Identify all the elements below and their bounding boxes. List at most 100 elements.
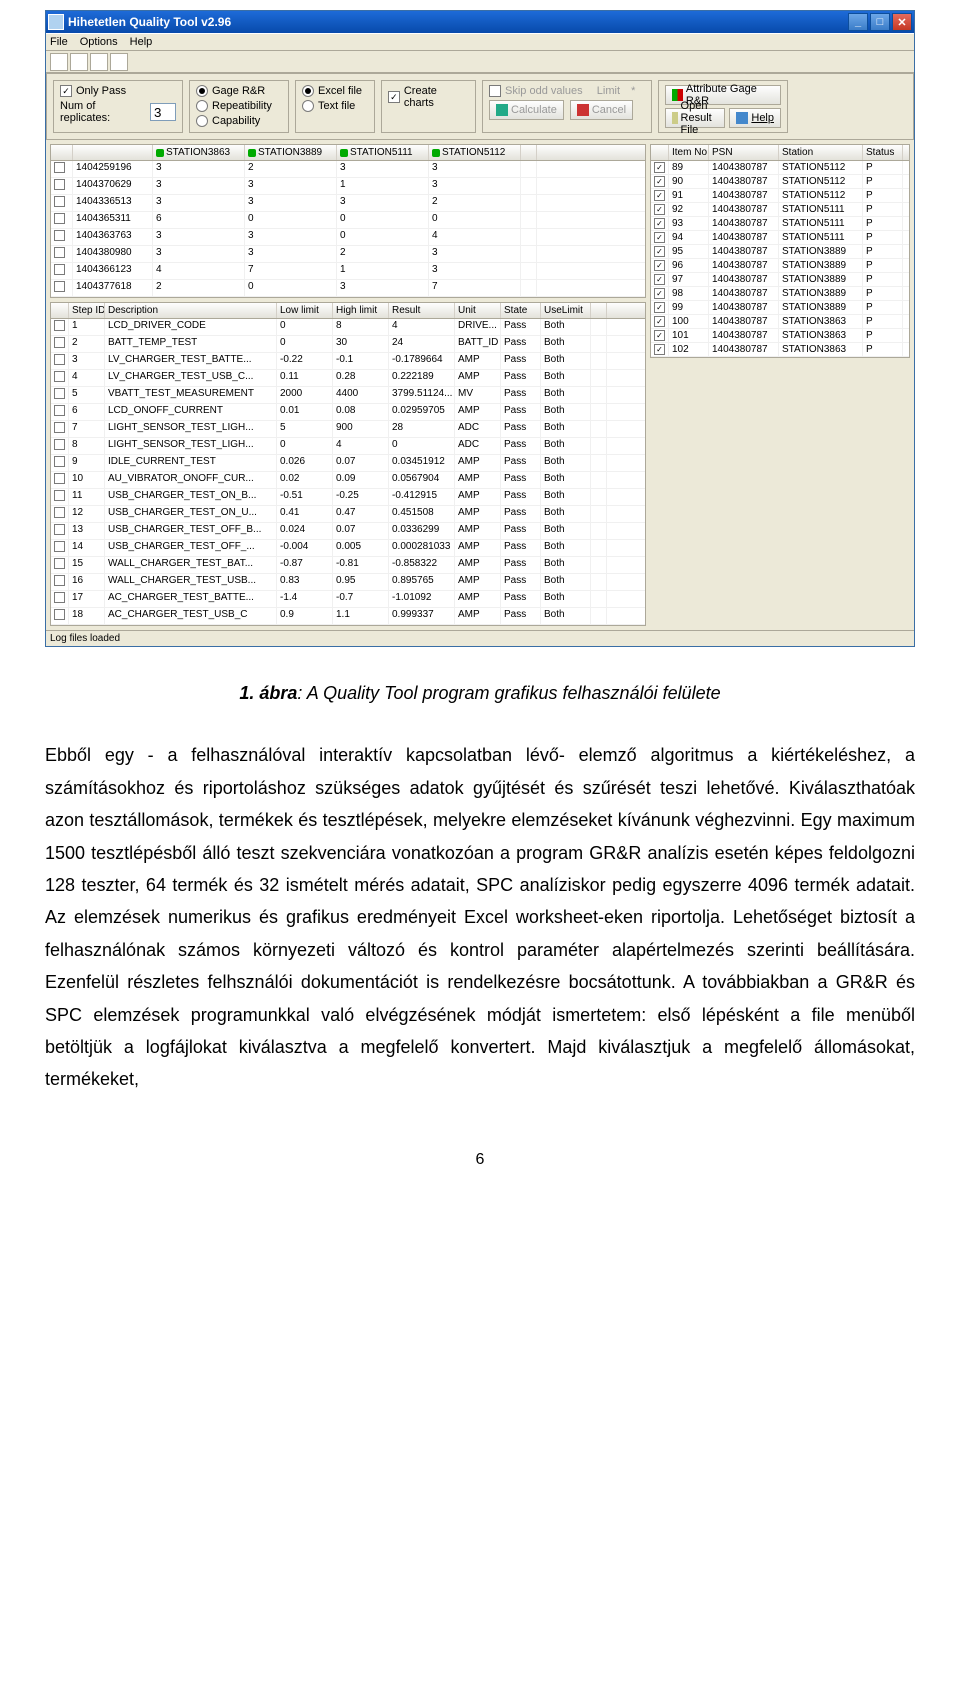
row-checkbox[interactable] xyxy=(54,162,65,173)
col-station[interactable]: Station xyxy=(779,145,863,160)
create-charts-checkbox[interactable]: ✓ xyxy=(388,91,400,103)
col-highlimit[interactable]: High limit xyxy=(333,303,389,318)
col-station3863[interactable]: STATION3863 xyxy=(166,147,230,158)
row-checkbox[interactable] xyxy=(654,246,665,257)
table-row[interactable]: 18 AC_CHARGER_TEST_USB_C 0.9 1.1 0.99933… xyxy=(51,608,645,625)
row-checkbox[interactable] xyxy=(54,541,65,552)
table-row[interactable]: 97 1404380787 STATION3889 P xyxy=(651,273,909,287)
row-checkbox[interactable] xyxy=(54,524,65,535)
table-row[interactable]: 98 1404380787 STATION3889 P xyxy=(651,287,909,301)
col-station5112[interactable]: STATION5112 xyxy=(442,147,505,158)
table-row[interactable]: 13 USB_CHARGER_TEST_OFF_B... 0.024 0.07 … xyxy=(51,523,645,540)
row-checkbox[interactable] xyxy=(54,320,65,331)
cancel-button[interactable]: Cancel xyxy=(570,100,633,120)
close-button[interactable]: ✕ xyxy=(892,13,912,31)
calculate-button[interactable]: Calculate xyxy=(489,100,564,120)
num-repl-input[interactable] xyxy=(150,103,176,121)
table-row[interactable]: 1404365311 6 0 0 0 xyxy=(51,212,645,229)
row-checkbox[interactable] xyxy=(54,179,65,190)
col-status[interactable]: Status xyxy=(863,145,903,160)
open-result-button[interactable]: Open Result File xyxy=(665,108,725,128)
row-checkbox[interactable] xyxy=(654,316,665,327)
table-row[interactable]: 1404370629 3 3 1 3 xyxy=(51,178,645,195)
col-stepid[interactable]: Step ID xyxy=(69,303,105,318)
row-checkbox[interactable] xyxy=(54,213,65,224)
col-itemno[interactable]: Item No xyxy=(669,145,709,160)
col-psn[interactable]: PSN xyxy=(709,145,779,160)
help-button[interactable]: Help xyxy=(729,108,781,128)
row-checkbox[interactable] xyxy=(654,260,665,271)
row-checkbox[interactable] xyxy=(654,344,665,355)
minimize-button[interactable]: _ xyxy=(848,13,868,31)
col-lowlimit[interactable]: Low limit xyxy=(277,303,333,318)
col-unit[interactable]: Unit xyxy=(455,303,501,318)
col-station5111[interactable]: STATION5111 xyxy=(350,147,413,158)
only-pass-checkbox[interactable]: ✓ xyxy=(60,85,72,97)
table-row[interactable]: 1404366123 4 7 1 3 xyxy=(51,263,645,280)
table-row[interactable]: 6 LCD_ONOFF_CURRENT 0.01 0.08 0.02959705… xyxy=(51,404,645,421)
row-checkbox[interactable] xyxy=(654,162,665,173)
menu-help[interactable]: Help xyxy=(130,36,153,48)
table-row[interactable]: 1 LCD_DRIVER_CODE 0 8 4 DRIVE... Pass Bo… xyxy=(51,319,645,336)
row-checkbox[interactable] xyxy=(654,302,665,313)
table-row[interactable]: 90 1404380787 STATION5112 P xyxy=(651,175,909,189)
radio-text[interactable] xyxy=(302,100,314,112)
toolbar-icon-1[interactable] xyxy=(50,53,68,71)
row-checkbox[interactable] xyxy=(54,507,65,518)
row-checkbox[interactable] xyxy=(54,405,65,416)
table-row[interactable]: 16 WALL_CHARGER_TEST_USB... 0.83 0.95 0.… xyxy=(51,574,645,591)
table-row[interactable]: 2 BATT_TEMP_TEST 0 30 24 BATT_ID Pass Bo… xyxy=(51,336,645,353)
row-checkbox[interactable] xyxy=(654,204,665,215)
radio-gage[interactable] xyxy=(196,85,208,97)
table-row[interactable]: 94 1404380787 STATION5111 P xyxy=(651,231,909,245)
row-checkbox[interactable] xyxy=(54,592,65,603)
row-checkbox[interactable] xyxy=(654,176,665,187)
col-uselimit[interactable]: UseLimit xyxy=(541,303,591,318)
table-row[interactable]: 17 AC_CHARGER_TEST_BATTE... -1.4 -0.7 -1… xyxy=(51,591,645,608)
row-checkbox[interactable] xyxy=(54,490,65,501)
maximize-button[interactable]: □ xyxy=(870,13,890,31)
table-row[interactable]: 95 1404380787 STATION3889 P xyxy=(651,245,909,259)
row-checkbox[interactable] xyxy=(54,609,65,620)
row-checkbox[interactable] xyxy=(54,422,65,433)
table-row[interactable]: 12 USB_CHARGER_TEST_ON_U... 0.41 0.47 0.… xyxy=(51,506,645,523)
row-checkbox[interactable] xyxy=(54,388,65,399)
table-row[interactable]: 1404336513 3 3 3 2 xyxy=(51,195,645,212)
row-checkbox[interactable] xyxy=(54,575,65,586)
titlebar[interactable]: Hihetetlen Quality Tool v2.96 _ □ ✕ xyxy=(46,11,914,33)
table-row[interactable]: 93 1404380787 STATION5111 P xyxy=(651,217,909,231)
col-result[interactable]: Result xyxy=(389,303,455,318)
table-row[interactable]: 14 USB_CHARGER_TEST_OFF_... -0.004 0.005… xyxy=(51,540,645,557)
row-checkbox[interactable] xyxy=(654,288,665,299)
row-checkbox[interactable] xyxy=(654,274,665,285)
table-row[interactable]: 10 AU_VIBRATOR_ONOFF_CUR... 0.02 0.09 0.… xyxy=(51,472,645,489)
menu-options[interactable]: Options xyxy=(80,36,118,48)
table-row[interactable]: 100 1404380787 STATION3863 P xyxy=(651,315,909,329)
row-checkbox[interactable] xyxy=(54,473,65,484)
row-checkbox[interactable] xyxy=(54,337,65,348)
table-row[interactable]: 5 VBATT_TEST_MEASUREMENT 2000 4400 3799.… xyxy=(51,387,645,404)
table-row[interactable]: 3 LV_CHARGER_TEST_BATTE... -0.22 -0.1 -0… xyxy=(51,353,645,370)
row-checkbox[interactable] xyxy=(654,190,665,201)
col-station3889[interactable]: STATION3889 xyxy=(258,147,322,158)
menu-file[interactable]: File xyxy=(50,36,68,48)
radio-excel[interactable] xyxy=(302,85,314,97)
row-checkbox[interactable] xyxy=(54,247,65,258)
table-row[interactable]: 1404259196 3 2 3 3 xyxy=(51,161,645,178)
row-checkbox[interactable] xyxy=(54,230,65,241)
table-row[interactable]: 99 1404380787 STATION3889 P xyxy=(651,301,909,315)
row-checkbox[interactable] xyxy=(54,264,65,275)
col-state[interactable]: State xyxy=(501,303,541,318)
skip-odd-checkbox[interactable] xyxy=(489,85,501,97)
row-checkbox[interactable] xyxy=(54,371,65,382)
table-row[interactable]: 4 LV_CHARGER_TEST_USB_C... 0.11 0.28 0.2… xyxy=(51,370,645,387)
table-row[interactable]: 7 LIGHT_SENSOR_TEST_LIGH... 5 900 28 ADC… xyxy=(51,421,645,438)
col-description[interactable]: Description xyxy=(105,303,277,318)
table-row[interactable]: 102 1404380787 STATION3863 P xyxy=(651,343,909,357)
table-row[interactable]: 1404380980 3 3 2 3 xyxy=(51,246,645,263)
toolbar-icon-2[interactable] xyxy=(70,53,88,71)
table-row[interactable]: 9 IDLE_CURRENT_TEST 0.026 0.07 0.0345191… xyxy=(51,455,645,472)
row-checkbox[interactable] xyxy=(654,330,665,341)
table-row[interactable]: 96 1404380787 STATION3889 P xyxy=(651,259,909,273)
table-row[interactable]: 92 1404380787 STATION5111 P xyxy=(651,203,909,217)
